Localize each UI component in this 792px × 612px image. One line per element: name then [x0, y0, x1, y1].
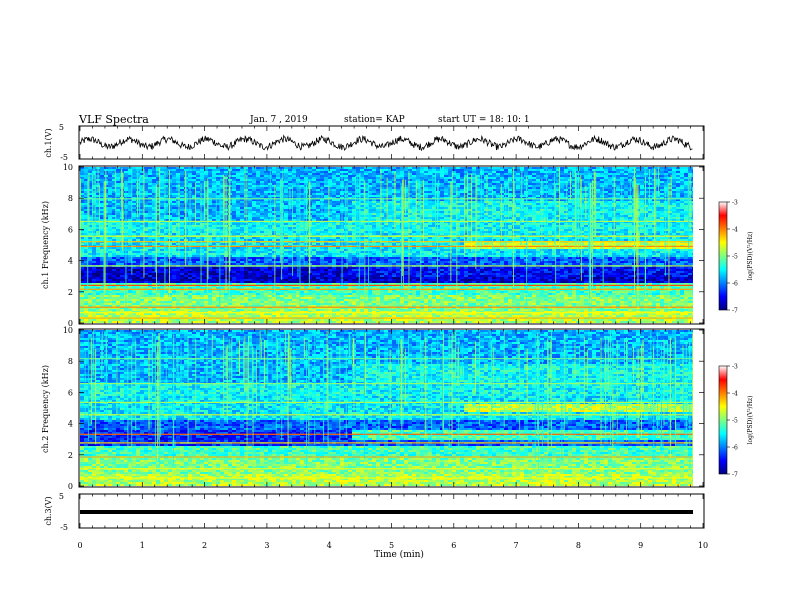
- y-tick-label-8: 8: [68, 194, 73, 203]
- y-tick-label-6: 6: [68, 225, 73, 234]
- x-tick-label-8: 8: [576, 541, 581, 550]
- colorbar-tick--4: -4: [732, 391, 738, 398]
- x-tick-label-7: 7: [514, 541, 519, 550]
- colorbar-ch2-gradient: [718, 365, 728, 475]
- ch3-ylabel: ch.3(V): [44, 496, 53, 525]
- ch1-spec-ylabel: ch.1 Frequency (kHz): [41, 201, 50, 289]
- date-label: Jan. 7 , 2019: [250, 115, 308, 125]
- y-tick-label-0: 0: [68, 482, 73, 491]
- start-time-label: start UT = 18: 10: 1: [438, 115, 530, 125]
- ch1-tick-neg5: -5: [60, 153, 68, 162]
- colorbar-tick--5: -5: [732, 254, 738, 261]
- colorbar-tick--3: -3: [732, 364, 738, 371]
- x-axis-label: Time (min): [374, 549, 424, 560]
- panel-ch2-spectrogram: ch.2 Frequency (kHz): [41, 328, 705, 488]
- y-tick-label-2: 2: [68, 451, 73, 460]
- colorbar-tick--6: -6: [732, 445, 738, 452]
- y-tick-label-4: 4: [68, 257, 73, 266]
- y-tick-label-0: 0: [68, 319, 73, 328]
- ch1-ylabel: ch.1(V): [44, 128, 53, 157]
- x-tick-label-2: 2: [202, 541, 207, 550]
- x-axis-ticks: 0 1 2 3 4 5 6 7 8 9 10: [77, 126, 708, 550]
- colorbar-tick--5: -5: [732, 418, 738, 425]
- colorbar-tick--7: -7: [732, 472, 738, 479]
- ch1-waveform-line: [79, 134, 693, 152]
- ch2-spec-yticks: 0 2 4 6 8 10: [63, 326, 704, 491]
- colorbar-ch2-label: log(PSD)(V²/Hz): [747, 396, 754, 445]
- colorbar-ch1-gradient: [718, 201, 728, 311]
- x-tick-label-6: 6: [451, 541, 456, 550]
- ch1-spec-yticks: 0 2 4 6 8 10: [63, 163, 704, 328]
- colorbar-tick--6: -6: [732, 281, 738, 288]
- colorbar-tick--7: -7: [732, 308, 738, 315]
- x-tick-label-1: 1: [140, 541, 145, 550]
- y-tick-label-6: 6: [68, 388, 73, 397]
- y-tick-label-10: 10: [63, 326, 73, 335]
- x-tick-label-5: 5: [389, 541, 394, 550]
- panel-ch1-spectrogram: ch.1 Frequency (kHz): [41, 165, 705, 325]
- colorbar-ch1-label: log(PSD)(V²/Hz): [747, 232, 754, 281]
- ch3-tick-5: 5: [59, 492, 64, 501]
- ch3-waveform-line: [80, 510, 693, 514]
- station-label: station= KAP: [344, 115, 405, 125]
- panel-ch1-waveform: 5 -5 ch.1(V): [44, 123, 705, 162]
- x-tick-label-3: 3: [264, 541, 269, 550]
- figure-title: VLF Spectra: [79, 113, 149, 126]
- x-tick-label-9: 9: [638, 541, 643, 550]
- x-tick-label-4: 4: [327, 541, 332, 550]
- ch1-tick-5: 5: [59, 123, 64, 132]
- x-tick-label-0: 0: [77, 541, 82, 550]
- ch3-tick-neg5: -5: [60, 523, 68, 532]
- colorbar-ch1: -3 -4 -5 -6 -7 log(PSD)(V²/Hz): [718, 200, 754, 315]
- x-tick-label-10: 10: [698, 541, 708, 550]
- y-tick-label-2: 2: [68, 288, 73, 297]
- ch2-spectrogram-image: [80, 330, 703, 486]
- colorbar-ch2: -3 -4 -5 -6 -7 log(PSD)(V²/Hz): [718, 364, 754, 479]
- ch2-spec-ylabel: ch.2 Frequency (kHz): [41, 365, 50, 453]
- ch1-spectrogram-image: [80, 167, 703, 323]
- panel-ch3-waveform: 5 -5 ch.3(V): [44, 492, 705, 532]
- y-tick-label-8: 8: [68, 357, 73, 366]
- colorbar-tick--3: -3: [732, 200, 738, 207]
- y-tick-label-10: 10: [63, 163, 73, 172]
- colorbar-tick--4: -4: [732, 227, 738, 234]
- y-tick-label-4: 4: [68, 420, 73, 429]
